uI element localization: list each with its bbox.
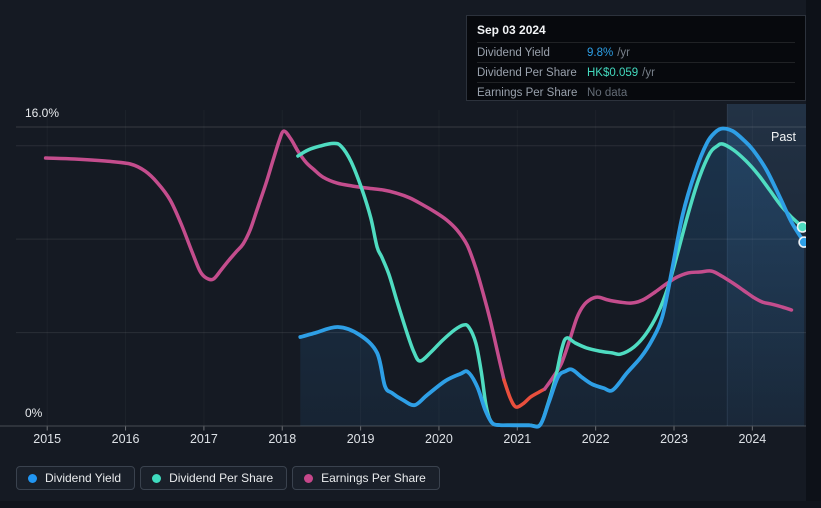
x-axis-label-2016: 2016 [111,432,140,446]
legend-item-earnings-per-share[interactable]: Earnings Per Share [292,466,440,490]
y-axis-max-label: 16.0% [25,106,60,120]
x-axis-label-2015: 2015 [33,432,62,446]
tooltip-date: Sep 03 2024 [477,23,546,37]
legend-item-dividend-yield[interactable]: Dividend Yield [16,466,136,490]
bottom-edge [0,501,821,508]
right-margin [806,0,821,508]
legend-dot-icon [304,473,314,483]
legend-dot-icon [152,473,162,483]
chart-legend: Dividend Yield Dividend Per Share Earnings… [16,466,440,490]
y-axis-zero-label: 0% [25,406,43,420]
tooltip-row-unit: /yr [642,66,655,79]
eps-line [43,129,506,382]
x-axis-label-2021: 2021 [503,432,532,446]
legend-label: Dividend Per Share [169,471,274,485]
eps-line-negative [502,378,547,409]
x-axis-label-2023: 2023 [660,432,688,446]
tooltip-row-label: Earnings Per Share [477,86,578,99]
legend-item-dividend-per-share[interactable]: Dividend Per Share [140,466,288,490]
tooltip-row: Dividend Per Share HK$0.059/yr [477,62,795,82]
past-region-label: Past [770,130,796,144]
tooltip-row-unit: /yr [617,46,630,59]
eps-line [542,269,794,391]
chart-tooltip: Sep 03 2024 Dividend Yield 9.8%/yr Dividen… [466,15,806,101]
x-axis-label-2024: 2024 [738,432,767,446]
tooltip-row-value: 9.8% [587,46,614,59]
tooltip-row-value: HK$0.059 [587,66,639,79]
tooltip-row-value: No data [587,86,628,99]
tooltip-row-label: Dividend Per Share [477,66,577,79]
x-axis-label-2020: 2020 [425,432,453,446]
tooltip-row-label: Dividend Yield [477,46,550,59]
dividend-yield-line [298,126,806,429]
x-axis-label-2017: 2017 [189,432,218,446]
legend-label: Dividend Yield [45,471,122,485]
x-axis-label-2022: 2022 [581,432,610,446]
dividend-yield-area [300,128,805,427]
tooltip-row: Dividend Yield 9.8%/yr [477,42,795,62]
legend-label: Earnings Per Share [321,471,426,485]
legend-dot-icon [28,473,37,483]
x-axis-label-2018: 2018 [268,432,297,446]
tooltip-row: Earnings Per Share No data [477,82,795,102]
x-axis-label-2019: 2019 [346,432,375,446]
